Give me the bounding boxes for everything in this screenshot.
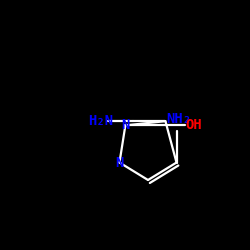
Text: OH: OH bbox=[185, 118, 202, 132]
Text: N: N bbox=[121, 118, 130, 132]
Text: N: N bbox=[115, 156, 124, 170]
Text: H₂N: H₂N bbox=[88, 114, 113, 128]
Text: NH₂: NH₂ bbox=[166, 112, 191, 126]
